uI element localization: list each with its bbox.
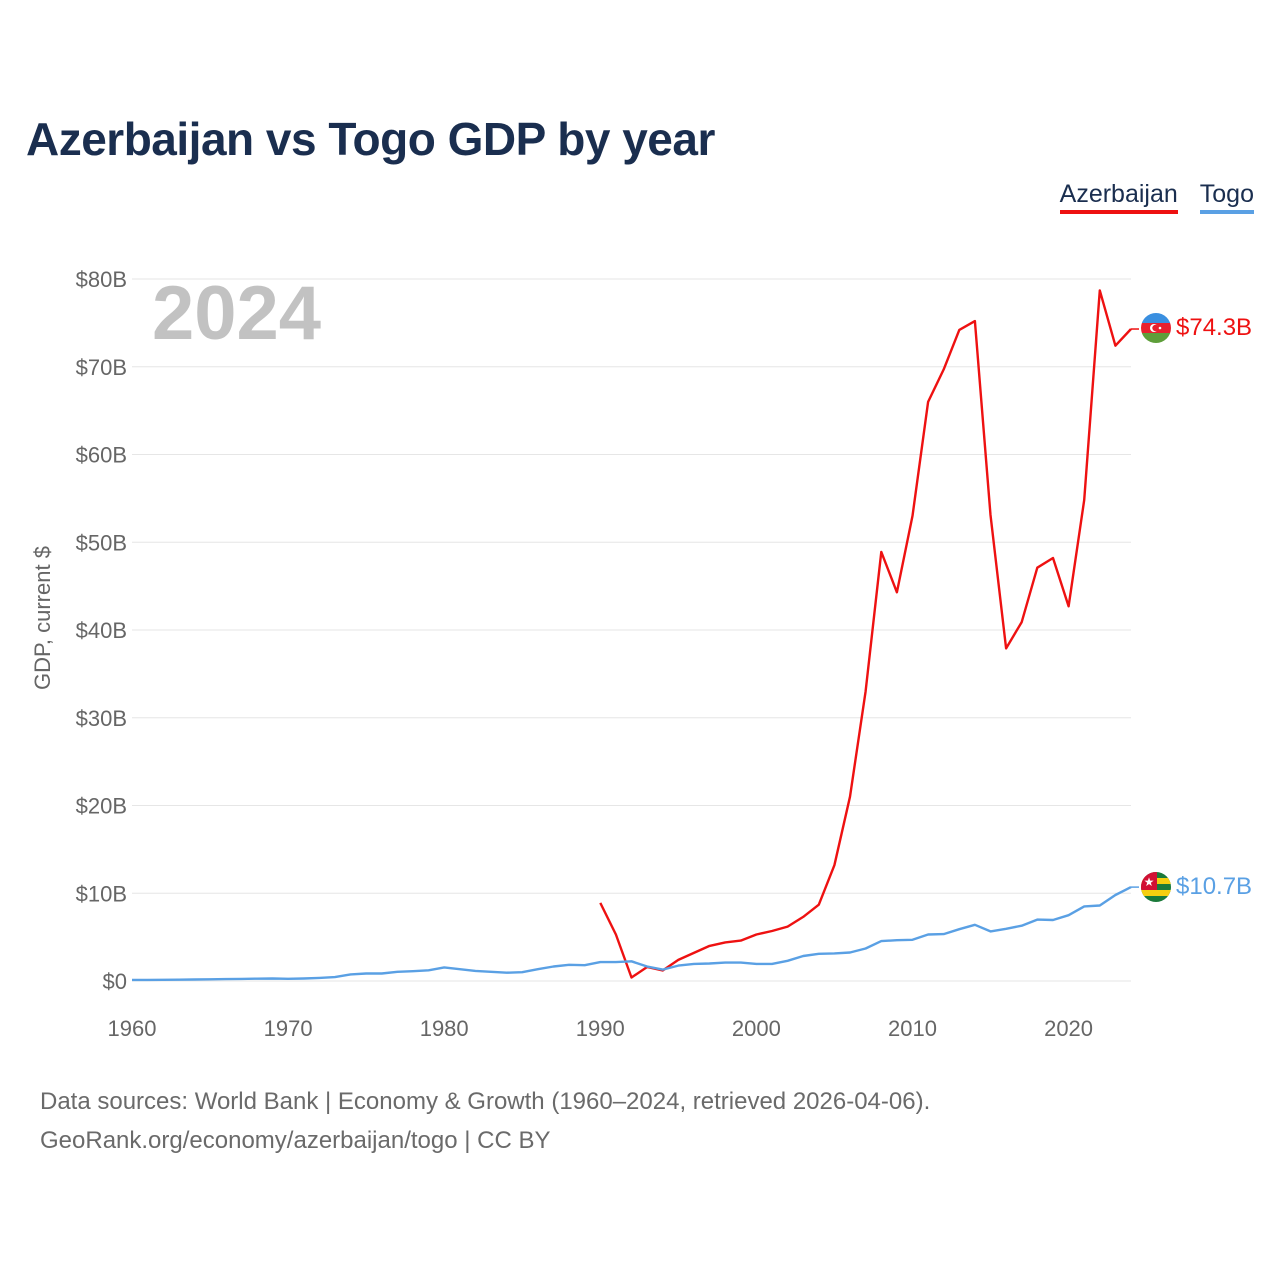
x-tick-label: 1990 [576, 1016, 625, 1041]
x-tick-label: 2010 [888, 1016, 937, 1041]
y-tick-label: $70B [76, 355, 127, 380]
source-line-2[interactable]: GeoRank.org/economy/azerbaijan/togo | CC… [40, 1127, 551, 1154]
y-tick-label: $30B [76, 706, 127, 731]
chart-title: Azerbaijan vs Togo GDP by year [26, 113, 715, 165]
x-tick-label: 1960 [108, 1016, 157, 1041]
y-axis-ticks: $0 $10B $20B $30B $40B $50B $60B $70B $80B [76, 267, 127, 994]
togo-flag-icon: ★ [1141, 872, 1171, 902]
y-tick-label: $10B [76, 881, 127, 906]
y-tick-label: $0 [103, 969, 127, 994]
x-tick-label: 2020 [1044, 1016, 1093, 1041]
y-axis-title: GDP, current $ [30, 546, 55, 690]
azerbaijan-line[interactable] [599, 289, 1132, 979]
togo-end-value: $10.7B [1176, 873, 1252, 900]
source-line-1: Data sources: World Bank | Economy & Gro… [40, 1088, 931, 1115]
y-tick-label: $20B [76, 794, 127, 819]
x-axis-ticks: 1960 1970 1980 1990 2000 2010 2020 [108, 1016, 1094, 1041]
x-tick-label: 1980 [420, 1016, 469, 1041]
source-note: Data sources: World Bank | Economy & Gro… [40, 1082, 930, 1160]
legend-item-azerbaijan[interactable]: Azerbaijan [1059, 180, 1178, 214]
azerbaijan-flag-icon [1141, 313, 1171, 343]
legend-item-togo[interactable]: Togo [1199, 180, 1254, 214]
current-year-label: 2024 [152, 271, 321, 356]
x-tick-label: 2000 [732, 1016, 781, 1041]
y-tick-label: $40B [76, 618, 127, 643]
legend: Azerbaijan Togo [1059, 180, 1254, 214]
svg-text:★: ★ [1144, 875, 1155, 889]
series-lines [132, 289, 1139, 982]
x-tick-label: 1970 [264, 1016, 313, 1041]
azerbaijan-end-value: $74.3B [1176, 314, 1252, 341]
y-tick-label: $50B [76, 530, 127, 555]
togo-line[interactable] [132, 886, 1132, 982]
grid-lines [132, 278, 1131, 982]
y-tick-label: $80B [76, 267, 127, 292]
y-tick-label: $60B [76, 443, 127, 468]
